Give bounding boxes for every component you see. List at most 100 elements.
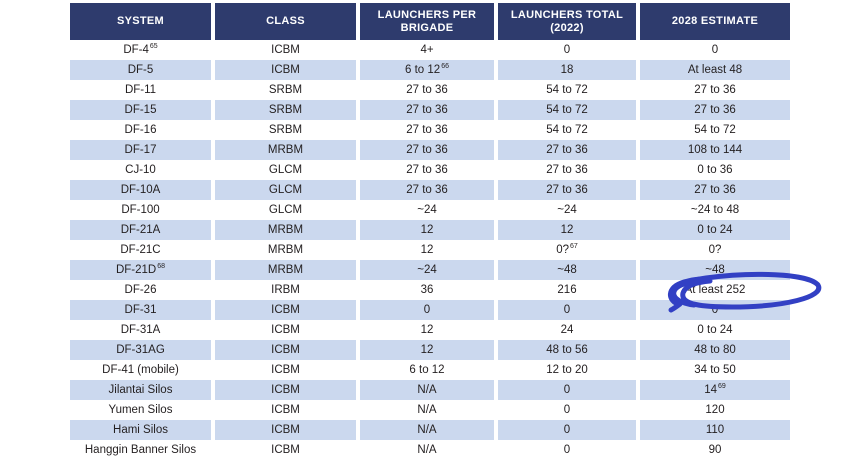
cell-launchers-per-brigade: 27 to 36 <box>360 140 498 160</box>
cell-text: DF-31 <box>124 304 157 316</box>
cell-class: ICBM <box>215 320 360 340</box>
cell-text: 0 <box>563 444 571 456</box>
table-row-jilantai-silos: Jilantai Silos ICBM N/A 0 14 69 <box>70 380 790 400</box>
cell-launchers-per-brigade: 0 <box>360 300 498 320</box>
cell-system: DF-15 <box>70 100 215 120</box>
cell-text: GLCM <box>268 204 303 216</box>
cell-system: DF-4 65 <box>70 40 215 60</box>
table-row-df-5: DF-5 ICBM 6 to 12 66 18 At least 48 <box>70 60 790 80</box>
cell-text: ~24 <box>417 264 437 276</box>
cell-text: 24 <box>560 324 574 336</box>
cell-launchers-total-2022: 0 <box>498 40 640 60</box>
cell-class: MRBM <box>215 240 360 260</box>
cell-launchers-per-brigade: 4+ <box>360 40 498 60</box>
cell-2028-estimate: 108 to 144 <box>640 140 790 160</box>
cell-text: 6 to 12 <box>409 364 445 376</box>
column-header-label: LAUNCHERS TOTAL (2022) <box>510 8 624 34</box>
cell-text: 12 <box>420 224 434 236</box>
cell-2028-estimate: ~48 <box>640 260 790 280</box>
cell-system: DF-31AG <box>70 340 215 360</box>
cell-2028-estimate: 110 <box>640 420 790 440</box>
cell-2028-estimate: 0 <box>640 40 790 60</box>
cell-text: DF-41 (mobile) <box>102 364 179 376</box>
cell-text: DF-26 <box>124 284 157 296</box>
cell-class: MRBM <box>215 220 360 240</box>
cell-text: 0 <box>563 404 571 416</box>
cell-system: DF-41 (mobile) <box>70 360 215 380</box>
cell-launchers-total-2022: 27 to 36 <box>498 160 640 180</box>
cell-text: IRBM <box>271 284 300 296</box>
table-row-df-11: DF-11 SRBM 27 to 36 54 to 72 27 to 36 <box>70 80 790 100</box>
cell-class: ICBM <box>215 360 360 380</box>
cell-text: 12 <box>420 324 434 336</box>
column-header-launchers-total-2022: LAUNCHERS TOTAL (2022) <box>498 3 640 40</box>
cell-text: 0 <box>563 384 571 396</box>
cell-class: MRBM <box>215 140 360 160</box>
cell-text: N/A <box>417 404 437 416</box>
cell-2028-estimate: 34 to 50 <box>640 360 790 380</box>
cell-text: N/A <box>417 444 437 456</box>
cell-text: SRBM <box>268 84 303 96</box>
cell-text: 0? <box>708 244 722 256</box>
cell-class: ICBM <box>215 40 360 60</box>
cell-text: 54 to 72 <box>546 104 588 116</box>
cell-launchers-total-2022: 27 to 36 <box>498 140 640 160</box>
table-row-hami-silos: Hami Silos ICBM N/A 0 110 <box>70 420 790 440</box>
table-row-df-16: DF-16 SRBM 27 to 36 54 to 72 54 to 72 <box>70 120 790 140</box>
cell-text: 4+ <box>420 44 434 56</box>
cell-launchers-total-2022: 54 to 72 <box>498 80 640 100</box>
cell-text: ~48 <box>557 264 577 276</box>
table-body: DF-4 65 ICBM 4+ 0 0 DF-5 ICBM 6 to 12 66 18 At leas… <box>70 40 790 460</box>
cell-launchers-per-brigade: N/A <box>360 400 498 420</box>
cell-text: 54 to 72 <box>546 124 588 136</box>
cell-text: 216 <box>557 284 577 296</box>
cell-text: MRBM <box>267 224 304 236</box>
cell-text: 90 <box>708 444 722 456</box>
cell-text: CJ-10 <box>125 164 156 176</box>
cell-system: Hanggin Banner Silos <box>70 440 215 460</box>
cell-text: ICBM <box>271 64 300 76</box>
cell-text: 12 <box>420 344 434 356</box>
cell-2028-estimate: At least 48 <box>640 60 790 80</box>
cell-launchers-per-brigade: N/A <box>360 440 498 460</box>
cell-text: 12 to 20 <box>546 364 588 376</box>
cell-launchers-per-brigade: 12 <box>360 340 498 360</box>
cell-text: 27 to 36 <box>694 184 736 196</box>
cell-text: 12 <box>560 224 574 236</box>
cell-text: ~24 <box>557 204 577 216</box>
cell-text: 27 to 36 <box>406 144 448 156</box>
cell-text: DF-15 <box>124 104 157 116</box>
column-header-system: SYSTEM <box>70 3 215 40</box>
cell-text: 27 to 36 <box>546 164 588 176</box>
cell-class: GLCM <box>215 160 360 180</box>
cell-text: MRBM <box>267 144 304 156</box>
cell-launchers-total-2022: 54 to 72 <box>498 100 640 120</box>
column-header-label: LAUNCHERS PER BRIGADE <box>377 8 477 34</box>
cell-text: ~24 to 48 <box>690 204 740 216</box>
cell-text: 27 to 36 <box>546 144 588 156</box>
column-header-class: CLASS <box>215 3 360 40</box>
cell-system: DF-16 <box>70 120 215 140</box>
cell-text: ICBM <box>271 364 300 376</box>
cell-text: 12 <box>420 244 434 256</box>
column-header-label: CLASS <box>266 15 305 28</box>
cell-text: ICBM <box>271 384 300 396</box>
cell-launchers-per-brigade: 12 <box>360 320 498 340</box>
cell-system: DF-5 <box>70 60 215 80</box>
cell-class: ICBM <box>215 300 360 320</box>
cell-launchers-total-2022: ~48 <box>498 260 640 280</box>
cell-text: 0 <box>563 424 571 436</box>
cell-launchers-per-brigade: ~24 <box>360 260 498 280</box>
cell-system: Hami Silos <box>70 420 215 440</box>
cell-text: ICBM <box>271 344 300 356</box>
table-row-df-41-mobile: DF-41 (mobile) ICBM 6 to 12 12 to 20 34 to 5… <box>70 360 790 380</box>
cell-text: DF-4 <box>123 44 149 56</box>
cell-text: 0 <box>563 304 571 316</box>
cell-text: GLCM <box>268 164 303 176</box>
cell-class: ICBM <box>215 60 360 80</box>
cell-launchers-per-brigade: 12 <box>360 240 498 260</box>
cell-launchers-total-2022: 12 to 20 <box>498 360 640 380</box>
cell-launchers-total-2022: 18 <box>498 60 640 80</box>
cell-text: DF-100 <box>121 204 160 216</box>
cell-text: 0 <box>563 44 571 56</box>
